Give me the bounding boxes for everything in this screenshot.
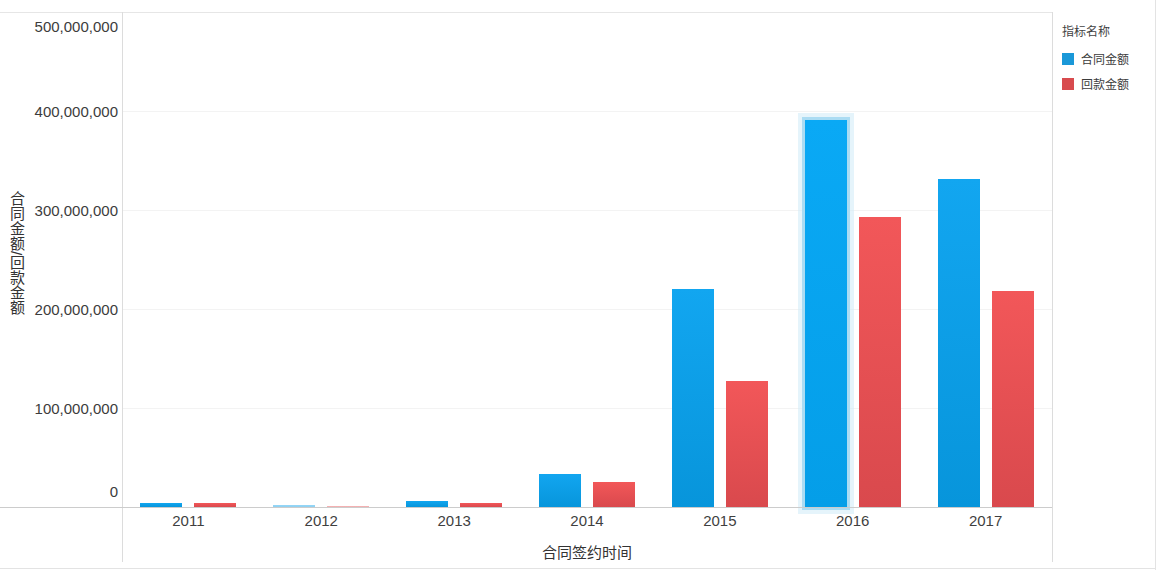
widget-bottom-border <box>0 568 1156 569</box>
y-gridline <box>123 210 1052 211</box>
y-tick-label: 0 <box>0 483 118 500</box>
x-tick-label-2013: 2013 <box>394 512 514 529</box>
y-axis-line <box>122 12 123 562</box>
y-gridline <box>123 309 1052 310</box>
bar-payment-amount-2016[interactable] <box>859 217 901 507</box>
legend-label: 回款金额 <box>1081 75 1129 92</box>
y-gridline <box>123 111 1052 112</box>
x-axis-line <box>0 507 1052 508</box>
y-tick-label: 500,000,000 <box>0 18 118 35</box>
x-tick-label-2011: 2011 <box>128 512 248 529</box>
bar-payment-amount-2014[interactable] <box>593 482 635 507</box>
bar-contract-amount-2017[interactable] <box>938 179 980 507</box>
y-tick-label: 400,000,000 <box>0 103 118 120</box>
legend: 指标名称 合同金额回款金额 <box>1062 22 1129 100</box>
widget-right-border <box>1155 0 1156 570</box>
legend-title: 指标名称 <box>1062 22 1129 39</box>
chart-widget: 0100,000,000200,000,000300,000,000400,00… <box>0 0 1159 570</box>
x-tick-label-2017: 2017 <box>926 512 1046 529</box>
x-axis-title: 合同签约时间 <box>122 541 1052 562</box>
y-tick-label: 100,000,000 <box>0 400 118 417</box>
bar-contract-amount-2016[interactable] <box>805 120 847 507</box>
x-tick-label-2012: 2012 <box>261 512 381 529</box>
plot-right-border <box>1052 12 1053 562</box>
legend-label: 合同金额 <box>1081 50 1129 67</box>
bar-contract-amount-2014[interactable] <box>539 474 581 507</box>
y-axis-title: 合同金额/回款金额 <box>6 191 27 315</box>
legend-swatch-payment-amount <box>1062 78 1074 90</box>
bar-payment-amount-2015[interactable] <box>726 381 768 507</box>
y-gridline <box>123 408 1052 409</box>
legend-item-payment-amount[interactable]: 回款金额 <box>1062 75 1129 92</box>
x-tick-label-2016: 2016 <box>793 512 913 529</box>
plot-top-border <box>0 12 1052 13</box>
x-tick-label-2015: 2015 <box>660 512 780 529</box>
bar-contract-amount-2015[interactable] <box>672 289 714 507</box>
legend-swatch-contract-amount <box>1062 53 1074 65</box>
bar-payment-amount-2017[interactable] <box>992 291 1034 507</box>
x-tick-label-2014: 2014 <box>527 512 647 529</box>
legend-item-contract-amount[interactable]: 合同金额 <box>1062 50 1129 67</box>
